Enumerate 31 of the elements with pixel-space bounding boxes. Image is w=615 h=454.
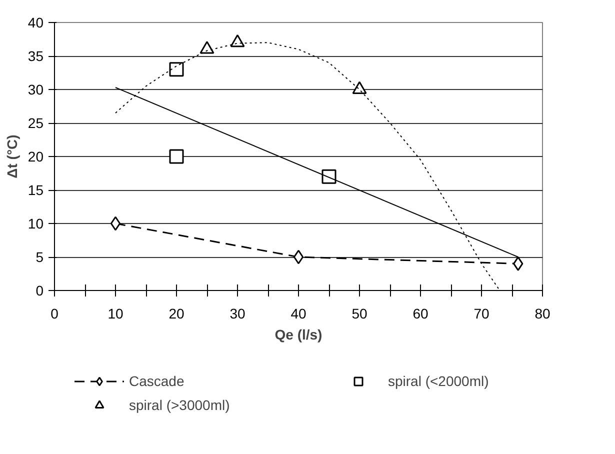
point xyxy=(110,216,121,231)
legend-label: Cascade xyxy=(129,373,186,389)
x-tick-label: 60 xyxy=(412,306,428,322)
y-tick-label: 40 xyxy=(28,14,44,30)
x-tick-label: 10 xyxy=(108,306,124,322)
x-tick-label: 80 xyxy=(534,306,550,322)
x-axis-title: Qe (l/s) xyxy=(274,326,322,342)
point xyxy=(352,81,367,94)
x-tick-label: 70 xyxy=(474,306,490,322)
point xyxy=(293,250,304,264)
point xyxy=(169,149,184,164)
x-tick-label: 0 xyxy=(50,306,59,322)
y-tick-label: 10 xyxy=(28,216,44,232)
y-axis-title: Δt (°C) xyxy=(4,134,20,178)
y-tick-label: 0 xyxy=(36,282,44,298)
y-tick-label: 30 xyxy=(28,82,44,98)
x-tick-label: 20 xyxy=(168,306,184,322)
y-tick-label: 35 xyxy=(28,48,44,64)
point xyxy=(322,169,336,184)
x-tick-label: 30 xyxy=(230,306,246,322)
y-tick-label: 25 xyxy=(28,115,44,131)
legend-label: spiral (<2000ml) xyxy=(388,373,490,389)
point xyxy=(513,256,524,271)
y-tick-label: 15 xyxy=(28,182,44,198)
point xyxy=(230,34,245,48)
x-tick-label: 40 xyxy=(290,306,306,322)
x-tick-label: 50 xyxy=(352,306,368,322)
legend-label: spiral (>3000ml) xyxy=(129,397,231,413)
y-tick-label: 20 xyxy=(28,148,44,164)
point xyxy=(200,41,214,54)
y-tick-label: 5 xyxy=(36,249,44,265)
